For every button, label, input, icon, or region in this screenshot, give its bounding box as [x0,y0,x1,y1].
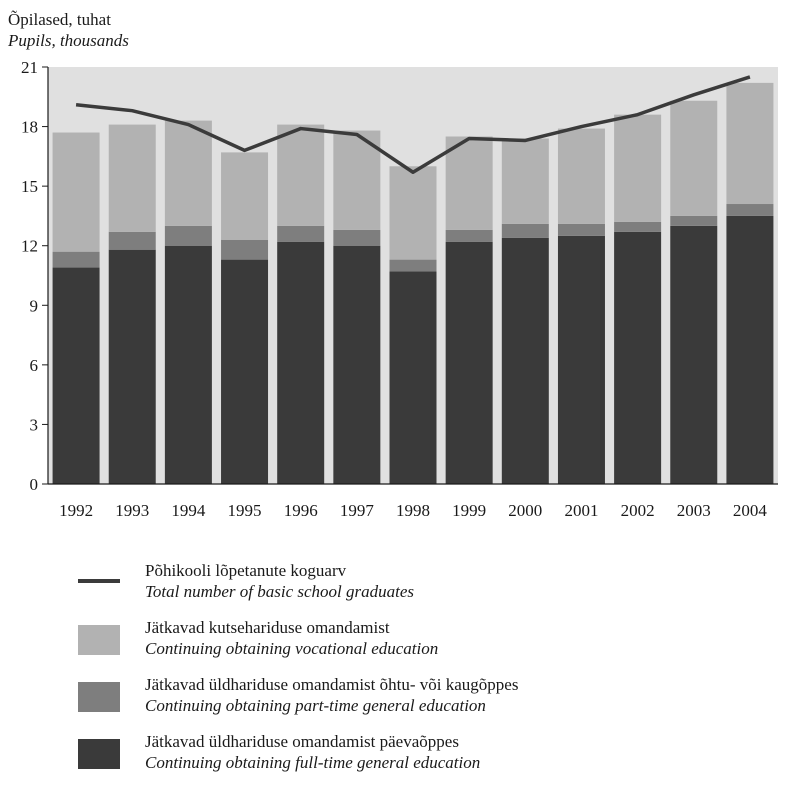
x-tick-label: 2001 [564,501,598,520]
bar-segment [501,223,549,238]
bar-segment [277,124,325,226]
bar-segment [614,231,662,484]
bar-segment [614,221,662,232]
bar-segment [445,136,493,230]
x-tick-label: 1994 [171,501,206,520]
y-tick-label: 12 [21,237,38,256]
bar-segment [389,259,437,272]
bar-segment [726,204,774,216]
bar-segment [52,251,100,268]
legend-label-part-time: Jätkavad üldhariduse omandamist õhtu- võ… [145,675,519,694]
legend-label-full-time-english: Continuing obtaining full-time general e… [145,753,481,772]
legend-item-vocational: Jätkavad kutsehariduse omandamist Contin… [78,617,778,659]
bar-segment [445,241,493,484]
bar-segment [108,231,156,250]
bar-segment [164,245,212,484]
bar-segment [52,267,100,484]
x-tick-label: 1993 [115,501,149,520]
bar-segment [108,249,156,484]
legend-item-total-graduates: Põhikooli lõpetanute koguarv Total numbe… [78,560,778,602]
bar-segment [277,225,325,242]
y-tick-label: 21 [21,58,38,77]
legend-label-total-graduates-english: Total number of basic school graduates [145,582,415,601]
bar-segment [108,124,156,232]
x-tick-label: 2003 [677,501,711,520]
bar-segment [221,152,269,240]
bar-segment [670,100,718,216]
bar-segment [164,120,212,226]
bar-segment [726,215,774,484]
bar-segment [557,223,605,236]
x-tick-label: 1992 [59,501,93,520]
legend-label-vocational-english: Continuing obtaining vocational educatio… [145,639,439,658]
x-tick-label: 2000 [508,501,542,520]
y-tick-label: 3 [30,415,39,434]
y-tick-label: 15 [21,177,38,196]
x-tick-label: 1996 [284,501,318,520]
x-tick-label: 1997 [340,501,375,520]
total-graduates-line [75,75,751,174]
bar-segment [221,259,269,484]
bar-segment [333,245,381,484]
x-tick-label: 2002 [621,501,655,520]
legend-label-full-time: Jätkavad üldhariduse omandamist päevaõpp… [145,732,459,751]
y-axis-title: Õpilased, tuhat [8,10,111,29]
bar-segment [614,114,662,222]
bar-segment [501,237,549,484]
bar-segment [164,225,212,246]
chart: Õpilased, tuhat Pupils, thousands 0 3 6 9 12… [8,10,778,520]
bar-segment [277,241,325,484]
legend-swatch-total-graduates [78,579,120,583]
legend-label-part-time-english: Continuing obtaining part-time general e… [145,696,486,715]
legend: Põhikooli lõpetanute koguarv Total numbe… [78,560,778,788]
bar-segment [333,229,381,246]
bar-segment [445,229,493,242]
bar-segment [670,225,718,484]
y-tick-label: 6 [30,356,39,375]
bar-segment [557,235,605,484]
y-tick-label: 9 [30,296,39,315]
bar-segment [501,138,549,224]
legend-swatch-vocational [78,625,120,655]
bar-segment [670,215,718,226]
y-tick-label: 0 [30,475,39,494]
legend-swatch-full-time [78,739,120,769]
x-tick-label: 1999 [452,501,486,520]
x-tick-label: 1998 [396,501,430,520]
legend-label-total-graduates: Põhikooli lõpetanute koguarv [145,561,347,580]
chart-plot: 0 3 6 9 12 15 18 21 1992 1993 1994 1995 1996 1997 1998… [21,58,778,520]
bar-segment [389,166,437,260]
bar-segment [52,132,100,252]
legend-label-vocational: Jätkavad kutsehariduse omandamist [145,618,390,637]
bar-segment [221,239,269,260]
x-tick-label: 2004 [733,501,768,520]
legend-swatch-part-time [78,682,120,712]
bar-segment [389,271,437,484]
bar-segment [557,128,605,224]
y-tick-label: 18 [21,118,38,137]
x-tick-label: 1995 [228,501,262,520]
legend-item-full-time: Jätkavad üldhariduse omandamist päevaõpp… [78,731,778,773]
y-axis-title-english: Pupils, thousands [8,31,129,50]
legend-item-part-time: Jätkavad üldhariduse omandamist õhtu- võ… [78,674,778,716]
bar-segment [726,82,774,205]
